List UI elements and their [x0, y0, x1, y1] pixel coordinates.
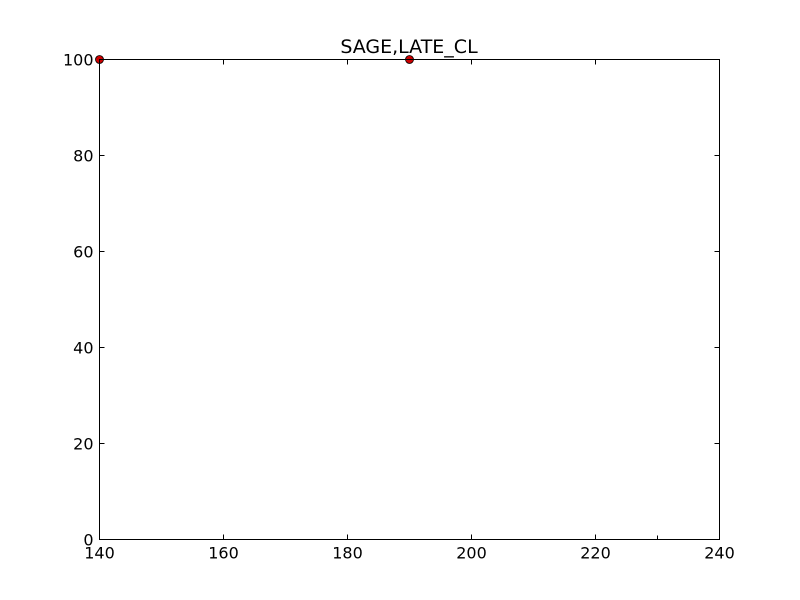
- x-tick-label: 140: [84, 544, 115, 563]
- x-tick-label: 220: [580, 544, 611, 563]
- y-tick-label: 80: [73, 147, 93, 166]
- x-tick-label: 240: [704, 544, 735, 563]
- y-tick-label: 20: [73, 435, 93, 454]
- ticks-layer: 140 160 180 200 220 240 0 20 40 60 80 100: [63, 51, 735, 563]
- x-tick-label: 180: [332, 544, 363, 563]
- y-tick-label: 40: [73, 339, 93, 358]
- chart-title: SAGE,LATE_CL: [340, 36, 478, 58]
- y-tick-label: 60: [73, 243, 93, 262]
- x-tick-label: 200: [456, 544, 487, 563]
- x-tick-label: 160: [208, 544, 239, 563]
- y-tick-label: 0: [83, 531, 93, 550]
- axes-frame: [99, 59, 720, 540]
- y-tick-label: 100: [63, 51, 94, 70]
